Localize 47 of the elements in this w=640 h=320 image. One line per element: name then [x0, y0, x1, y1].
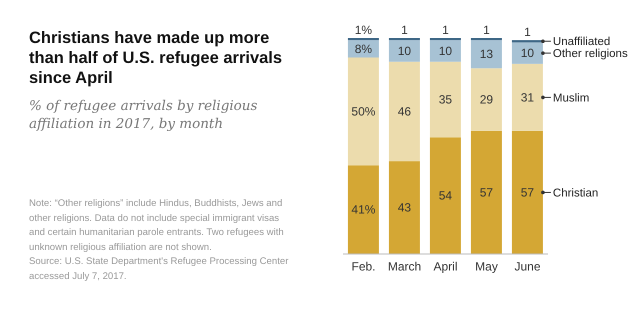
- data-label: 57: [520, 185, 534, 200]
- data-label: 10: [438, 44, 452, 58]
- data-label: 1%: [354, 23, 372, 37]
- data-label: 46: [398, 104, 412, 118]
- data-label: 43: [398, 200, 412, 215]
- text: % of refugee arrivals by religious affiliation in 2017, by month: [29, 97, 258, 133]
- data-label: 54: [438, 188, 452, 203]
- bar: [470, 130, 502, 254]
- bar: [430, 62, 461, 138]
- text: Christians have made up more than half of U.S. refugee arrivals since April: [29, 28, 284, 88]
- source-note: Source: U.S. State Department's Refugee Processing Center accessed July 7, 2017.: [29, 255, 290, 284]
- data-label: 29: [480, 92, 494, 107]
- series-label: Unaffiliated: [552, 36, 610, 48]
- bar: [388, 62, 420, 162]
- data-label: 1: [483, 23, 490, 37]
- series-label: Muslim: [552, 92, 590, 104]
- bar: [348, 165, 379, 254]
- data-label: 8%: [354, 42, 372, 56]
- bar: [388, 161, 420, 254]
- x-tick-label: March: [388, 260, 422, 274]
- data-label: 1: [401, 23, 408, 37]
- data-label: 10: [520, 46, 534, 60]
- bar: [348, 57, 379, 166]
- x-tick-label: April: [433, 260, 458, 274]
- x-tick-label: Feb.: [351, 260, 376, 274]
- bar: [512, 130, 543, 254]
- data-label: 13: [480, 47, 494, 62]
- bar: [388, 40, 420, 62]
- bar: [512, 64, 543, 131]
- series-label: Christian: [552, 187, 598, 200]
- x-tick-label: June: [514, 260, 541, 274]
- data-label: 1: [524, 25, 532, 40]
- bar: [430, 137, 461, 254]
- text: Note: “Other religions” include Hindus, Buddhists, Jews and other religions. Data do not include special immigrant visas and certain humanitarian parole entrants. Two refugees with unknown religious affiliation are not shown.: [29, 197, 285, 255]
- bar: [470, 68, 502, 131]
- bar: [470, 40, 502, 68]
- x-tick-label: May: [475, 260, 498, 274]
- bar: [512, 42, 543, 64]
- data-label: 31: [520, 90, 534, 104]
- data-label: 35: [438, 92, 452, 107]
- data-label: 10: [398, 44, 412, 58]
- data-label: 50%: [351, 104, 376, 118]
- data-label: 57: [480, 185, 494, 200]
- bar: [430, 40, 461, 62]
- data-label: 1: [442, 23, 450, 37]
- data-label: 41%: [351, 202, 376, 217]
- series-label: Other religions: [552, 48, 628, 60]
